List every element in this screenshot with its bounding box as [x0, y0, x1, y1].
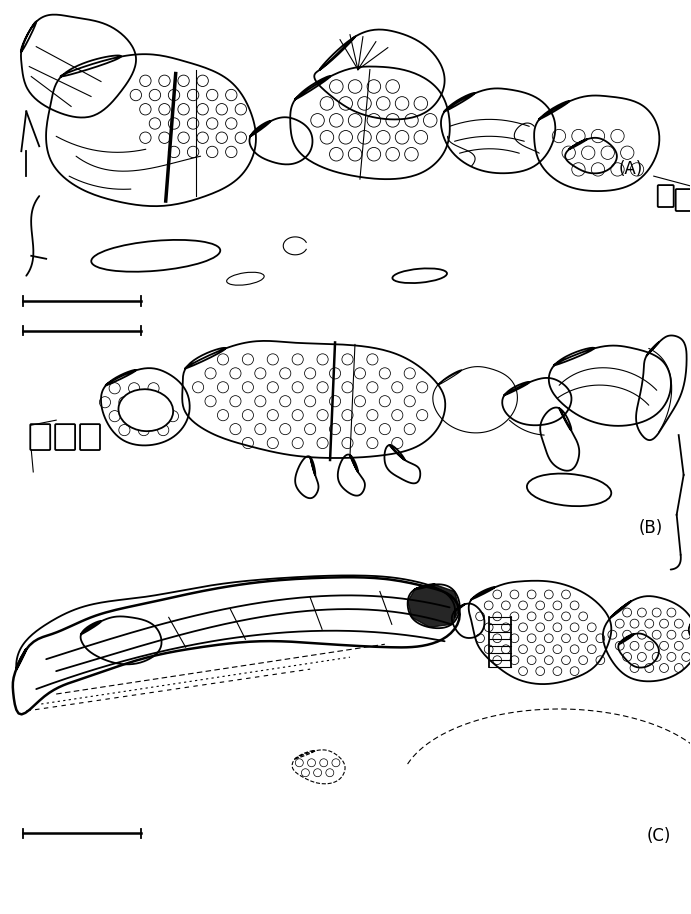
- Ellipse shape: [118, 389, 173, 431]
- Text: (C): (C): [647, 827, 671, 845]
- Text: (A): (A): [619, 160, 643, 178]
- Text: (B): (B): [638, 519, 663, 537]
- Polygon shape: [408, 584, 460, 627]
